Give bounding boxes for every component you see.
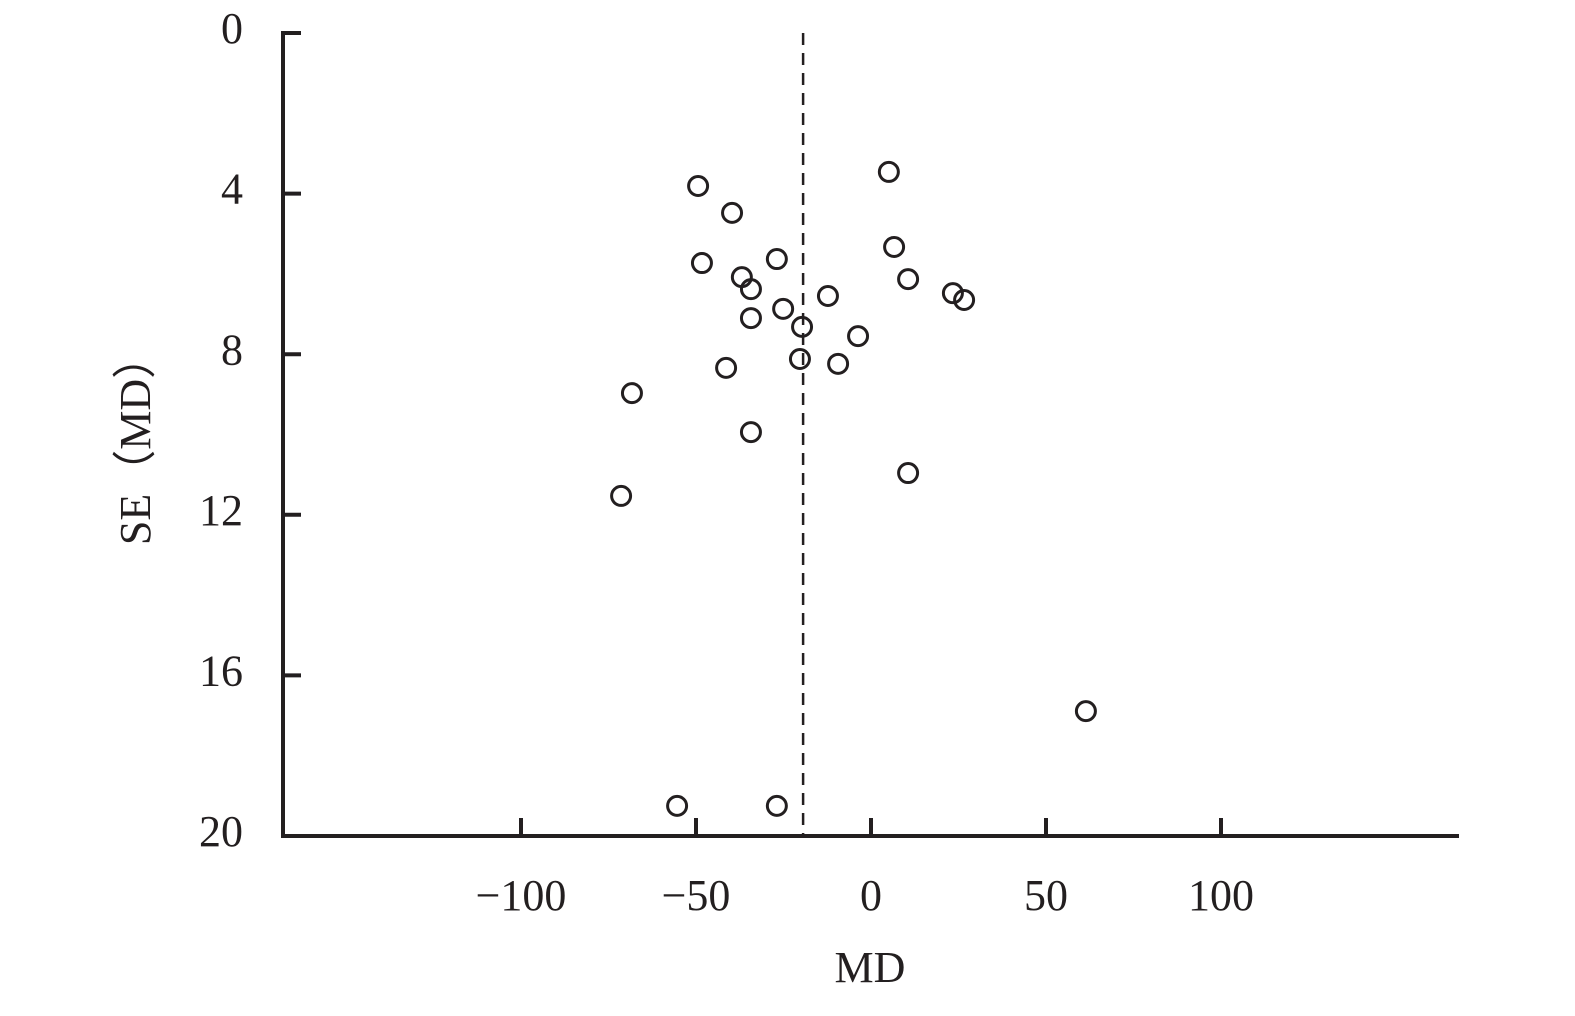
point [687,174,710,197]
point [765,248,788,271]
point [610,484,633,507]
point [953,288,976,311]
point [739,421,762,444]
x-tick-label: −50 [662,871,731,920]
point [739,307,762,330]
point [788,348,811,371]
y-tick-label: 12 [199,486,243,535]
y-axis-label: SE（MD） [111,335,160,545]
point [897,462,920,485]
point [765,794,788,817]
x-tick-label: 50 [1024,871,1068,920]
point [791,315,814,338]
point [816,284,839,307]
point [715,356,738,379]
point [739,278,762,301]
point [690,252,713,275]
x-axis-label: MD [835,943,906,992]
point [847,325,870,348]
point [666,794,689,817]
point [897,268,920,291]
y-tick-label: 4 [221,165,243,214]
point [877,160,900,183]
y-tick-label: 16 [199,646,243,695]
point [883,235,906,258]
point [827,352,850,375]
point [772,297,795,320]
x-tick-label: 100 [1188,871,1254,920]
y-tick-label: 0 [221,4,243,53]
x-tick-label: 0 [860,871,882,920]
point [1074,700,1097,723]
y-tick-label: 20 [199,807,243,856]
point [721,201,744,224]
point [941,282,964,305]
y-tick-label: 8 [221,325,243,374]
x-tick-label: −100 [476,871,567,920]
point [620,382,643,405]
